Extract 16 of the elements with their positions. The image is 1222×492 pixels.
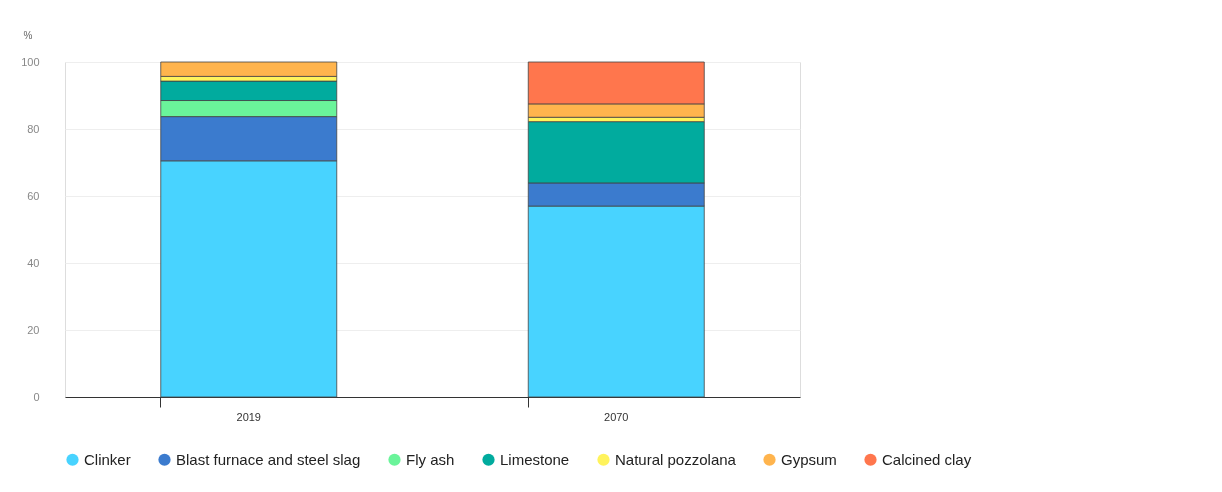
y-tick-label: 40 <box>27 256 40 269</box>
legend-label: Limestone <box>500 450 570 468</box>
y-tick-label: 60 <box>27 189 40 202</box>
x-tick-label: 2019 <box>236 410 261 423</box>
y-tick-label: 100 <box>21 55 40 68</box>
legend-label: Blast furnace and steel slag <box>176 450 361 468</box>
legend-label: Gypsum <box>781 450 837 468</box>
y-tick-label: 0 <box>33 390 40 403</box>
legend-label: Calcined clay <box>882 450 972 468</box>
legend-label: Fly ash <box>406 450 455 468</box>
x-tick-label: 2070 <box>604 410 629 423</box>
legend-label: Natural pozzolana <box>615 450 737 468</box>
y-tick-label: 20 <box>27 323 40 336</box>
legend-label: Clinker <box>84 450 131 468</box>
y-axis-title: % <box>23 29 33 41</box>
y-tick-label: 80 <box>27 122 40 135</box>
